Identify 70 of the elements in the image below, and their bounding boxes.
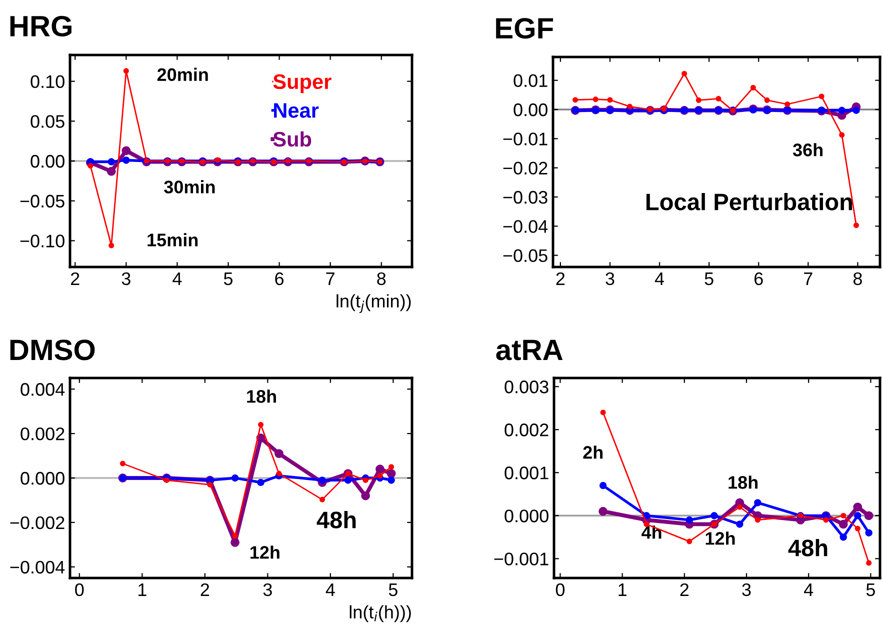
annotation: 12h xyxy=(250,546,280,559)
y-tick-label: −0.001 xyxy=(494,552,548,566)
x-tick-label: 0 xyxy=(556,583,565,596)
x-tick-label: 1 xyxy=(618,584,626,596)
chart-title: HRG xyxy=(10,16,72,37)
annotation: 18h xyxy=(247,390,276,403)
x-tick-label: 8 xyxy=(377,272,386,286)
y-tick-label: 0.001 xyxy=(504,466,548,480)
annotation: 4h xyxy=(642,526,662,539)
y-tick-label: 0.000 xyxy=(20,472,64,485)
x-tick-label: 5 xyxy=(704,272,714,286)
y-tick-label: 0.05 xyxy=(30,115,64,128)
y-tick-label: 0.000 xyxy=(504,510,548,522)
x-axis-title: ln(t$_{i}$(h))) xyxy=(350,605,411,622)
y-tick-label: −0.05 xyxy=(503,249,548,262)
y-tick-label: −0.002 xyxy=(10,516,64,530)
legend-label: Near xyxy=(274,103,319,118)
y-tick-label: −0.02 xyxy=(503,162,548,175)
y-tick-label: −0.04 xyxy=(503,220,548,233)
annotation: 18h xyxy=(728,476,758,489)
y-tick-label: 0.004 xyxy=(20,383,65,396)
x-tick-label: 3 xyxy=(122,272,130,286)
annotation: 15min xyxy=(148,233,198,246)
legend-label: Super xyxy=(273,74,332,94)
x-tick-label: 1 xyxy=(138,584,146,596)
annotation: Local Perturbation xyxy=(646,192,852,210)
x-tick-label: 3 xyxy=(742,583,751,596)
x-tick-label: 4 xyxy=(654,272,664,285)
legend-label: Sub xyxy=(273,131,312,147)
y-tick-label: −0.004 xyxy=(10,560,65,574)
y-tick-label: −0.10 xyxy=(20,234,64,248)
annotation: 36h xyxy=(792,143,822,156)
x-tick-label: 5 xyxy=(866,584,875,596)
x-tick-label: 4 xyxy=(172,272,182,285)
y-tick-label: 0.00 xyxy=(30,154,64,168)
annotation: 48h xyxy=(316,510,356,528)
x-tick-label: 4 xyxy=(804,584,814,596)
x-tick-label: 0 xyxy=(75,583,84,596)
x-tick-label: 6 xyxy=(275,272,284,286)
y-tick-label: −0.05 xyxy=(20,194,64,208)
x-tick-label: 7 xyxy=(804,272,812,285)
y-tick-label: 0.002 xyxy=(504,424,548,436)
x-tick-label: 5 xyxy=(388,584,398,596)
x-axis-title: ln(t$_{j}$(min)) xyxy=(336,294,411,313)
x-tick-label: 6 xyxy=(754,272,763,286)
x-tick-label: 4 xyxy=(326,584,335,596)
x-tick-label: 3 xyxy=(263,583,272,596)
chart-title: atRA xyxy=(496,340,563,360)
x-tick-label: 3 xyxy=(606,272,614,286)
x-tick-label: 7 xyxy=(326,272,334,285)
annotation: 2h xyxy=(583,446,603,459)
y-tick-label: 0.003 xyxy=(504,380,548,394)
chart-title: DMSO xyxy=(10,340,95,360)
y-tick-label: 0.00 xyxy=(514,103,548,116)
x-tick-label: 2 xyxy=(200,583,210,596)
y-tick-label: −0.01 xyxy=(503,132,548,146)
y-tick-label: 0.002 xyxy=(20,427,64,440)
y-tick-label: −0.03 xyxy=(503,190,548,204)
x-tick-label: 8 xyxy=(853,272,862,286)
annotation: 30min xyxy=(164,180,215,194)
y-tick-label: 0.01 xyxy=(514,74,548,88)
x-tick-label: 5 xyxy=(224,272,233,286)
x-tick-label: 2 xyxy=(70,272,80,285)
x-tick-label: 2 xyxy=(556,272,565,285)
annotation: 48h xyxy=(788,538,828,556)
chart-title: EGF xyxy=(496,18,554,39)
y-tick-label: 0.10 xyxy=(30,75,64,88)
x-tick-label: 2 xyxy=(680,583,689,596)
annotation: 12h xyxy=(706,532,735,545)
annotation: 20min xyxy=(157,68,208,82)
